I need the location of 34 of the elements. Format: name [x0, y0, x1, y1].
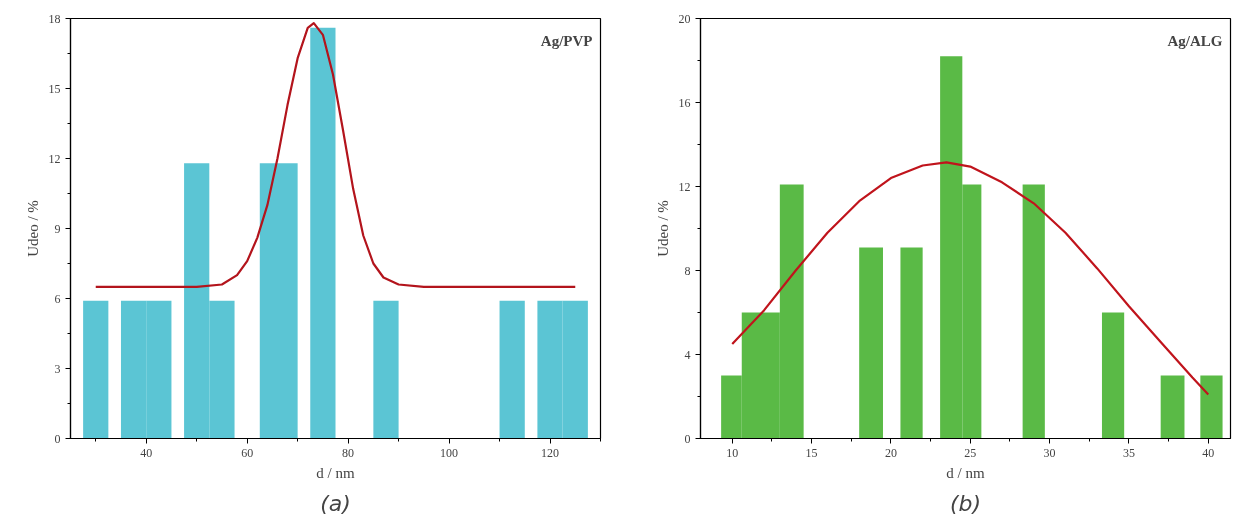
- x-axis-title: d / nm: [946, 464, 985, 481]
- x-tick-label: 40: [140, 445, 153, 460]
- x-tick-label: 80: [342, 445, 355, 460]
- y-tick-label: 20: [678, 11, 691, 26]
- x-tick-label: 20: [884, 445, 897, 460]
- text: (b): [949, 490, 982, 516]
- y-tick-label: 9: [54, 221, 61, 236]
- y-tick-label: 18: [48, 11, 61, 26]
- x-tick-label: 100: [440, 445, 459, 460]
- y-tick-label: 12: [678, 179, 691, 194]
- text: Ag/PVP: [540, 32, 593, 49]
- y-tick-label: 16: [678, 95, 691, 110]
- line-series: [731, 161, 1210, 396]
- y-tick-label: 0: [684, 431, 691, 446]
- x-tick-label: 15: [805, 445, 818, 460]
- text: (a): [320, 490, 351, 516]
- x-tick-label: 60: [241, 445, 254, 460]
- y-tick-label: 3: [54, 361, 61, 376]
- y-tick-label: 4: [684, 347, 691, 362]
- y-axis-title: Udeo / %: [24, 200, 41, 257]
- x-tick-label: 120: [541, 445, 560, 460]
- y-axis-title: Udeo / %: [654, 200, 671, 257]
- x-axis-title: d / nm: [316, 464, 355, 481]
- text: Ag/ALG: [1167, 32, 1223, 49]
- x-tick-label: 30: [1043, 445, 1056, 460]
- x-tick-label: 25: [964, 445, 977, 460]
- x-tick-label: 40: [1202, 445, 1215, 460]
- y-tick-label: 0: [54, 431, 61, 446]
- y-tick-label: 6: [54, 291, 61, 306]
- x-tick-label: 10: [726, 445, 739, 460]
- y-tick-label: 15: [48, 81, 61, 96]
- y-tick-label: 8: [684, 263, 691, 278]
- x-tick-label: 35: [1122, 445, 1135, 460]
- y-tick-label: 12: [48, 151, 61, 166]
